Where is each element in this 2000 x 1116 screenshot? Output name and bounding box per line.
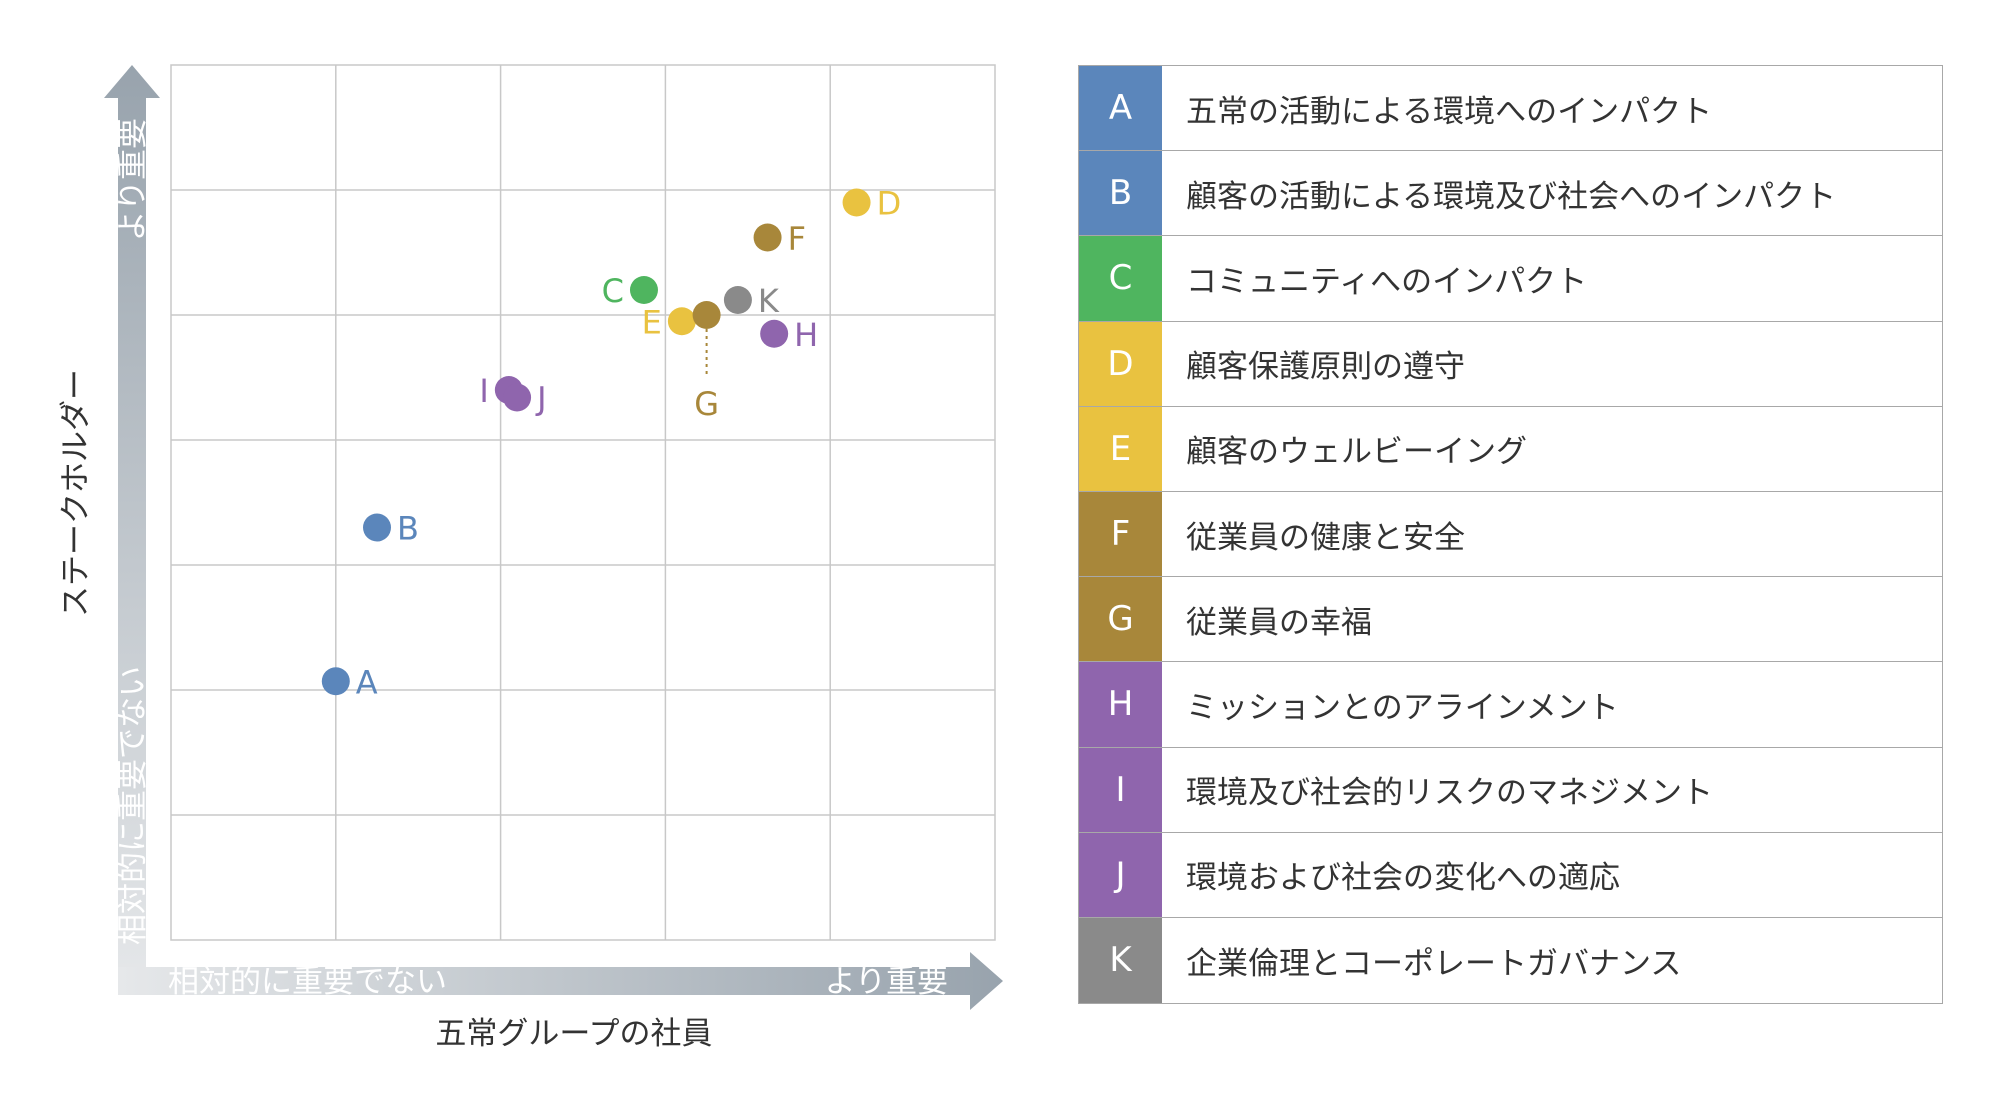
legend-code: I xyxy=(1079,747,1162,832)
materiality-chart: A B C D E F G H I J K 相対的に重要でない より重要 相対的に重要でない より重… xyxy=(58,64,1003,1052)
legend-row-f: F 従業員の健康と安全 xyxy=(1079,491,1942,578)
plot-frame xyxy=(170,64,996,941)
point-f-label: F xyxy=(788,220,806,258)
legend-row-a: A 五常の活動による環境へのインパクト xyxy=(1079,66,1942,152)
legend-code: J xyxy=(1079,832,1162,917)
legend-label: 従業員の幸福 xyxy=(1186,604,1372,641)
point-c-marker xyxy=(629,276,658,304)
legend-row-h: H ミッションとのアラインメント xyxy=(1079,662,1942,748)
legend-row-j: J 環境および社会の変化への適応 xyxy=(1079,832,1942,918)
point-e-marker xyxy=(667,307,696,336)
point-f-marker xyxy=(753,223,782,252)
point-j-marker xyxy=(503,383,532,412)
legend-code: D xyxy=(1079,321,1162,406)
x-axis-high-label: より重要 xyxy=(825,964,948,1000)
legend-row-e: E 顧客のウェルビーイング xyxy=(1079,406,1942,492)
point-i-label: I xyxy=(479,372,488,410)
legend-row-d: D 顧客保護原則の遵守 xyxy=(1079,321,1942,407)
legend-label: 環境および社会の変化への適応 xyxy=(1186,860,1620,897)
legend-label: 顧客保護原則の遵守 xyxy=(1186,349,1465,386)
x-axis-arrow xyxy=(118,952,1003,1010)
x-axis-title: 五常グループの社員 xyxy=(435,1016,712,1052)
legend-code: E xyxy=(1079,406,1162,491)
legend-code: B xyxy=(1079,151,1162,236)
legend-code: G xyxy=(1079,577,1162,662)
x-axis-low-label: 相対的に重要でない xyxy=(168,964,447,1000)
point-b-marker xyxy=(363,513,391,542)
legend-label: 顧客の活動による環境及び社会へのインパクト xyxy=(1186,178,1837,215)
point-j-label: J xyxy=(535,380,546,418)
point-d-marker xyxy=(842,188,871,217)
legend-code: H xyxy=(1079,662,1162,747)
legend-label: コミュニティへのインパクト xyxy=(1186,263,1588,300)
legend-label: 五常の活動による環境へのインパクト xyxy=(1186,93,1713,130)
y-axis-arrow xyxy=(104,65,160,995)
point-b-label: B xyxy=(397,510,419,548)
point-a-marker xyxy=(321,667,350,696)
y-axis-low-label: 相対的に重要でない xyxy=(115,666,151,945)
legend-label: 企業倫理とコーポレートガバナンス xyxy=(1186,945,1682,982)
point-h-marker xyxy=(760,319,789,348)
legend-label: ミッションとのアラインメント xyxy=(1186,689,1619,726)
point-g-marker xyxy=(692,301,721,329)
point-d-label: D xyxy=(877,185,902,223)
legend-row-i: I 環境及び社会的リスクのマネジメント xyxy=(1079,747,1942,833)
y-axis-title: ステークホルダー xyxy=(58,369,94,617)
legend-code: K xyxy=(1079,917,1162,1004)
point-c-label: C xyxy=(602,272,624,310)
legend-row-c: C コミュニティへのインパクト xyxy=(1079,236,1942,322)
legend-table: A 五常の活動による環境へのインパクト B 顧客の活動による環境及び社会へのインパクト… xyxy=(1078,65,1943,1005)
y-axis-high-label: より重要 xyxy=(115,118,151,241)
legend-code: F xyxy=(1079,491,1162,577)
point-k-marker xyxy=(723,286,752,314)
point-a-label: A xyxy=(356,663,378,701)
plot-grid xyxy=(170,64,996,941)
point-k-label: K xyxy=(758,282,780,320)
point-g-label: G xyxy=(694,385,719,423)
point-h-label: H xyxy=(794,316,818,354)
legend-label: 環境及び社会的リスクのマネジメント xyxy=(1186,775,1713,812)
data-points: A B C D E F G H I J K xyxy=(321,185,902,701)
legend-code: C xyxy=(1079,236,1162,321)
legend-label: 顧客のウェルビーイング xyxy=(1186,434,1527,471)
legend-row-b: B 顧客の活動による環境及び社会へのインパクト xyxy=(1079,151,1942,237)
point-e-label: E xyxy=(642,303,662,341)
legend-row-g: G 従業員の幸福 xyxy=(1079,577,1942,663)
legend-label: 従業員の健康と安全 xyxy=(1186,519,1465,556)
legend-row-k: K 企業倫理とコーポレートガバナンス xyxy=(1079,917,1942,1004)
legend-code: A xyxy=(1079,66,1162,151)
axis-arrows xyxy=(104,65,1003,1010)
